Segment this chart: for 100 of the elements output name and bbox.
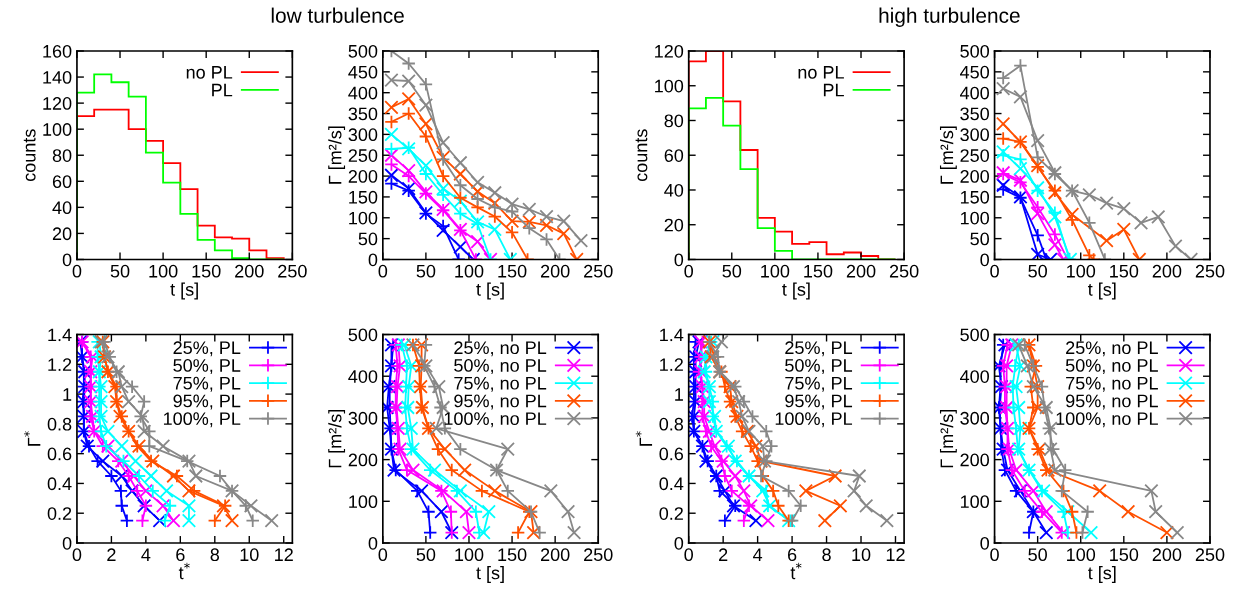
x-tick-label: 2 bbox=[719, 548, 728, 561]
legend-label: 100%, PL bbox=[775, 412, 853, 428]
legend-label: no PL bbox=[798, 66, 844, 79]
x-axis-title: t [s] bbox=[1088, 282, 1116, 300]
y-tick-label: 1.4 bbox=[660, 328, 684, 342]
x-tick-label: 150 bbox=[192, 264, 221, 278]
y-tick-label: 1 bbox=[675, 388, 683, 401]
x-tick-label: 8 bbox=[822, 548, 831, 562]
y-tick-label: 100 bbox=[655, 79, 684, 93]
y-tick-label: 60 bbox=[664, 149, 684, 162]
y-tick-label: 500 bbox=[960, 328, 990, 342]
y-tick-label: 0 bbox=[368, 253, 378, 267]
y-tick-label: 250 bbox=[960, 149, 990, 162]
x-tick-label: 100 bbox=[455, 548, 484, 562]
y-tick-label: 500 bbox=[348, 44, 378, 58]
legend-label: 95%, no PL bbox=[1066, 394, 1158, 410]
y-tick-label: 1 bbox=[63, 388, 72, 401]
x-tick-label: 150 bbox=[498, 548, 527, 562]
y-tick-label: 200 bbox=[960, 170, 990, 183]
legend-label: 100%, no PL bbox=[1056, 412, 1158, 428]
y-tick-label: 450 bbox=[960, 65, 990, 79]
x-tick-label: 250 bbox=[584, 264, 613, 278]
x-tick-label: 150 bbox=[1110, 264, 1139, 278]
legend-label: 100%, no PL bbox=[444, 412, 547, 428]
y-tick-label: 500 bbox=[960, 44, 990, 58]
y-tick-label: 40 bbox=[664, 183, 684, 197]
x-tick-label: 50 bbox=[416, 264, 436, 278]
x-tick-label: 0 bbox=[378, 264, 388, 278]
y-tick-label: 100 bbox=[43, 123, 72, 136]
x-tick-label: 6 bbox=[787, 548, 797, 562]
x-tick-label: 50 bbox=[1028, 548, 1047, 562]
y-axis-title: Γ$^{*}$ bbox=[24, 431, 41, 446]
legend-label: 75%, PL bbox=[785, 376, 853, 392]
x-tick-label: 200 bbox=[540, 264, 570, 278]
x-tick-label: 0 bbox=[684, 548, 694, 562]
y-tick-label: 1.4 bbox=[48, 328, 72, 342]
legend-label: 50%, no PL bbox=[1065, 359, 1158, 374]
y-tick-label: 0 bbox=[368, 536, 378, 550]
y-tick-label: 100 bbox=[960, 211, 990, 225]
x-tick-label: 0 bbox=[990, 264, 999, 278]
y-tick-label: 80 bbox=[664, 114, 684, 128]
y-tick-label: 0.4 bbox=[659, 477, 684, 491]
y-tick-label: 0.8 bbox=[659, 417, 684, 431]
legend-label: PL bbox=[212, 83, 233, 97]
y-tick-label: 450 bbox=[348, 65, 378, 79]
legend-label: no PL bbox=[186, 66, 233, 79]
legend-label: 75%, PL bbox=[173, 376, 241, 392]
x-tick-label: 0 bbox=[684, 264, 694, 278]
y-tick-label: 0.4 bbox=[47, 477, 72, 491]
y-tick-label: 0.6 bbox=[659, 447, 684, 461]
x-axis-title: t$^{*}$ bbox=[178, 562, 190, 580]
legend-label: 95%, PL bbox=[785, 394, 853, 410]
x-tick-label: 10 bbox=[240, 548, 259, 562]
y-tick-label: 400 bbox=[348, 370, 378, 383]
y-tick-label: 0 bbox=[980, 536, 989, 550]
x-tick-label: 50 bbox=[416, 548, 436, 562]
legend-label: 75%, no PL bbox=[454, 376, 547, 392]
y-tick-label: 400 bbox=[348, 86, 378, 100]
text: low turbulence bbox=[271, 7, 404, 23]
x-tick-label: 0 bbox=[990, 548, 999, 562]
x-tick-label: 0 bbox=[72, 264, 82, 278]
x-tick-label: 50 bbox=[722, 264, 742, 278]
y-tick-label: 400 bbox=[960, 86, 990, 100]
x-tick-label: 150 bbox=[498, 264, 527, 278]
x-tick-label: 250 bbox=[584, 548, 613, 562]
x-axis-title: t [s] bbox=[476, 282, 504, 300]
x-tick-label: 100 bbox=[1067, 548, 1096, 562]
x-tick-label: 150 bbox=[804, 264, 833, 278]
y-axis-title: counts bbox=[635, 129, 648, 182]
y-tick-label: 150 bbox=[960, 190, 990, 204]
y-tick-label: 0 bbox=[980, 253, 989, 267]
x-tick-label: 100 bbox=[455, 264, 484, 278]
x-tick-label: 2 bbox=[107, 548, 116, 561]
x-tick-label: 200 bbox=[540, 548, 570, 562]
x-tick-label: 100 bbox=[1067, 264, 1096, 278]
x-tick-label: 10 bbox=[852, 548, 871, 562]
x-tick-label: 100 bbox=[149, 264, 178, 278]
y-tick-label: 300 bbox=[960, 411, 990, 425]
legend-label: 100%, PL bbox=[163, 412, 241, 428]
y-tick-label: 50 bbox=[358, 232, 378, 246]
x-tick-label: 12 bbox=[886, 548, 905, 561]
x-tick-label: 250 bbox=[278, 264, 307, 278]
y-tick-label: 0.2 bbox=[47, 507, 72, 520]
legend-label: 50%, PL bbox=[173, 359, 241, 374]
x-tick-label: 100 bbox=[761, 264, 790, 278]
legend-label: 50%, PL bbox=[785, 359, 853, 374]
y-tick-label: 500 bbox=[348, 328, 378, 342]
y-tick-label: 160 bbox=[43, 44, 72, 58]
y-tick-label: 150 bbox=[349, 190, 378, 204]
y-tick-label: 400 bbox=[960, 370, 990, 383]
x-tick-label: 150 bbox=[1110, 548, 1139, 562]
x-tick-label: 4 bbox=[141, 548, 151, 561]
y-tick-label: 0 bbox=[62, 253, 72, 267]
y-tick-label: 300 bbox=[960, 128, 990, 142]
y-tick-label: 0 bbox=[62, 536, 72, 550]
y-tick-label: 40 bbox=[52, 201, 72, 215]
y-tick-label: 300 bbox=[348, 411, 378, 425]
x-axis-title: t [s] bbox=[782, 282, 810, 300]
y-tick-label: 200 bbox=[960, 453, 990, 467]
legend-label: PL bbox=[823, 83, 844, 97]
